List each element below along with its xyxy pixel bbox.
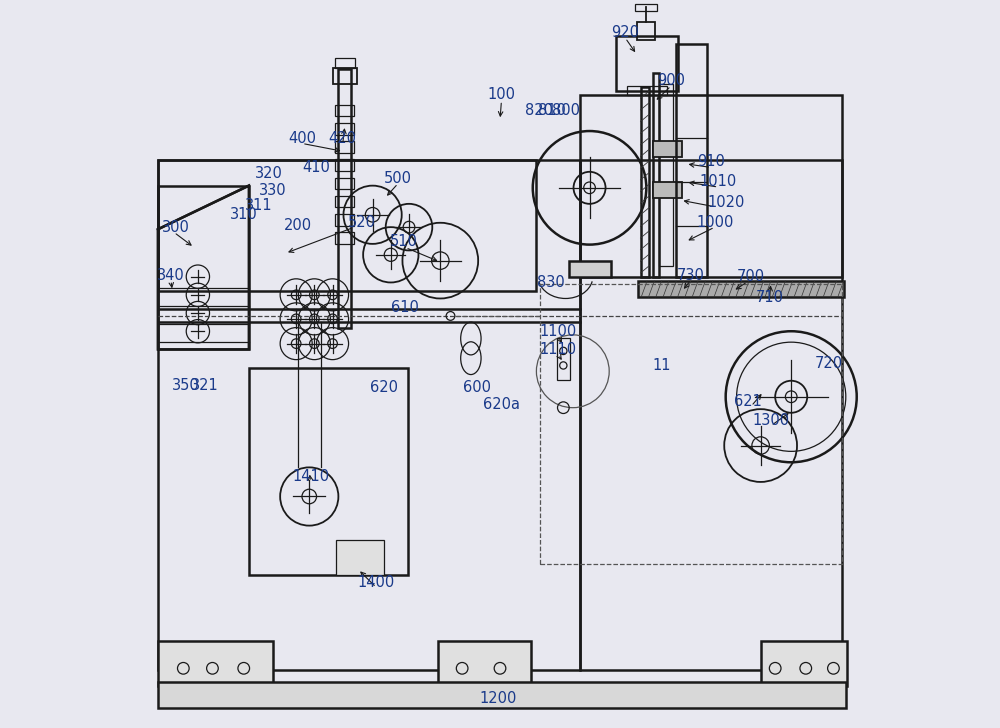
Bar — [335, 178, 354, 189]
Bar — [158, 641, 273, 686]
Text: 730: 730 — [677, 268, 705, 282]
Bar — [676, 44, 707, 277]
Bar — [580, 160, 842, 670]
Text: 1010: 1010 — [700, 175, 737, 189]
Text: 1000: 1000 — [696, 215, 733, 229]
Text: 321: 321 — [191, 379, 219, 393]
Text: 420: 420 — [329, 131, 357, 146]
Text: 320: 320 — [255, 166, 282, 181]
Text: 710: 710 — [755, 290, 783, 304]
Bar — [335, 58, 355, 68]
Text: 410: 410 — [303, 160, 330, 175]
Bar — [653, 73, 659, 277]
Text: 920: 920 — [611, 25, 639, 40]
Text: 300: 300 — [162, 220, 190, 234]
Text: 820: 820 — [525, 103, 553, 118]
Bar — [335, 123, 354, 135]
Text: 720: 720 — [815, 357, 843, 371]
Text: 900: 900 — [657, 73, 685, 87]
Text: 830: 830 — [537, 275, 565, 290]
Text: 1400: 1400 — [358, 575, 395, 590]
Text: 1110: 1110 — [540, 342, 577, 357]
Text: 700: 700 — [737, 269, 765, 284]
Bar — [540, 284, 842, 564]
Text: 600: 600 — [463, 380, 491, 395]
Bar — [557, 338, 570, 380]
Bar — [158, 186, 249, 349]
Bar — [761, 641, 847, 686]
Bar — [335, 141, 354, 153]
Bar — [637, 22, 655, 40]
Text: 620: 620 — [370, 380, 398, 395]
Text: 1020: 1020 — [707, 195, 744, 210]
Text: 520: 520 — [348, 215, 376, 229]
Bar — [335, 232, 354, 244]
Text: 310: 310 — [230, 207, 258, 222]
Bar — [158, 160, 580, 670]
Bar — [333, 68, 357, 84]
Bar — [635, 4, 657, 11]
Bar — [158, 682, 846, 708]
Text: 11: 11 — [652, 358, 671, 373]
Bar — [641, 87, 649, 277]
Text: 620a: 620a — [483, 397, 520, 411]
Text: 330: 330 — [259, 183, 287, 198]
Bar — [336, 540, 384, 575]
Bar — [335, 214, 354, 226]
Text: 800: 800 — [552, 103, 580, 118]
Bar — [335, 159, 354, 171]
Text: 1100: 1100 — [540, 324, 577, 339]
Text: 910: 910 — [697, 154, 725, 169]
Bar — [335, 196, 354, 207]
Text: 621: 621 — [734, 395, 761, 409]
Bar — [638, 281, 844, 297]
Text: 1200: 1200 — [480, 692, 517, 706]
Bar — [616, 36, 678, 91]
Bar — [569, 261, 611, 277]
Text: 350: 350 — [172, 379, 199, 393]
Text: 1300: 1300 — [752, 414, 789, 428]
Text: 200: 200 — [284, 218, 312, 233]
Text: 100: 100 — [487, 87, 515, 102]
Bar — [335, 105, 354, 116]
Text: 400: 400 — [288, 131, 316, 146]
Bar — [653, 182, 682, 198]
Bar — [249, 368, 408, 575]
Text: 510: 510 — [390, 234, 418, 249]
Bar — [653, 141, 682, 157]
Text: 610: 610 — [391, 300, 419, 314]
Bar — [158, 160, 536, 291]
Bar — [659, 84, 673, 266]
Text: 311: 311 — [244, 198, 272, 213]
Bar — [627, 86, 667, 95]
Bar — [438, 641, 531, 686]
Bar — [338, 69, 351, 328]
Text: 500: 500 — [384, 171, 412, 186]
Text: 810: 810 — [538, 103, 566, 118]
Text: 1410: 1410 — [292, 470, 329, 484]
Bar — [580, 95, 842, 277]
Text: 340: 340 — [157, 268, 185, 282]
